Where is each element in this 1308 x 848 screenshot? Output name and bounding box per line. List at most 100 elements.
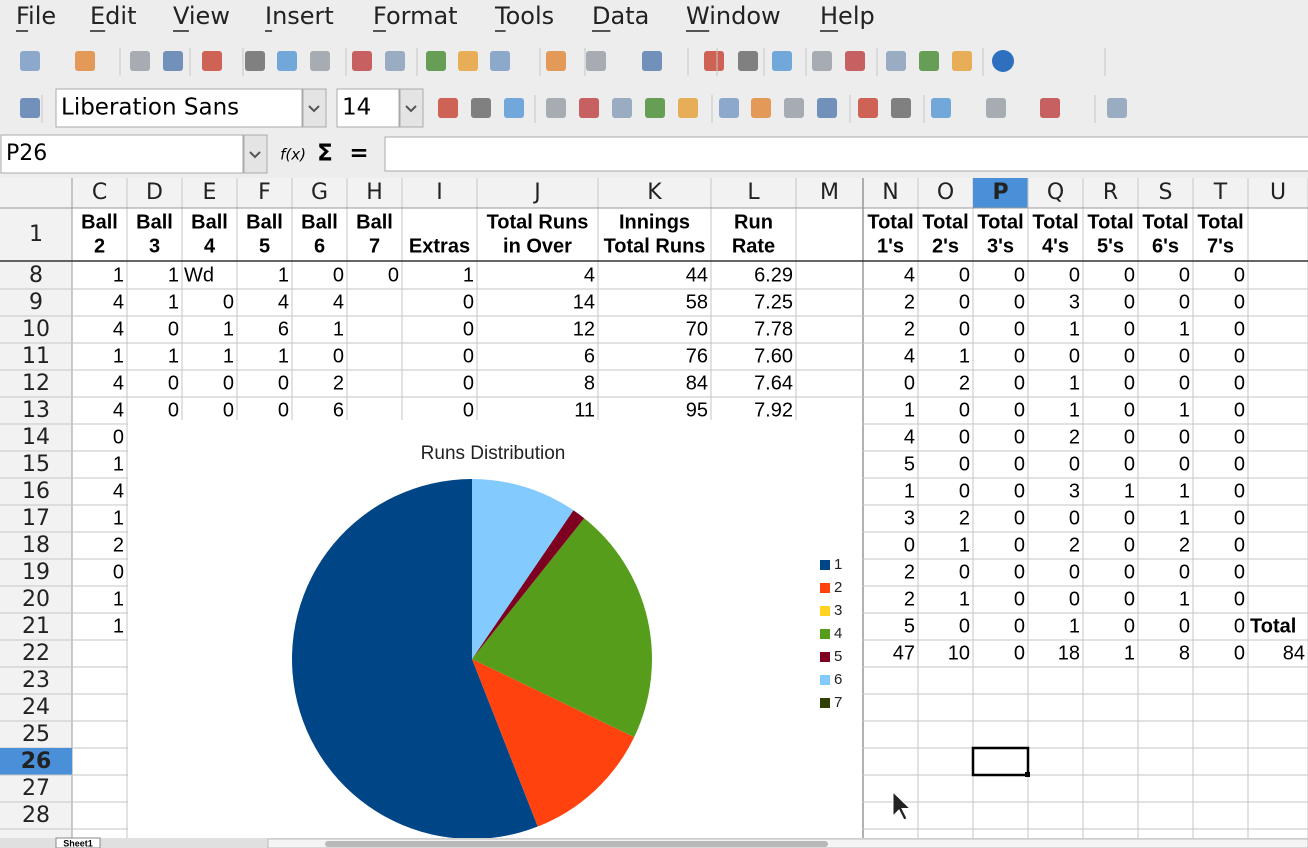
row-header[interactable]: 25 — [22, 722, 50, 747]
formula-input[interactable] — [384, 136, 1308, 172]
toolbar-button[interactable] — [812, 51, 832, 71]
toolbar-button[interactable] — [130, 51, 150, 71]
toolbar-button[interactable] — [952, 51, 972, 71]
menu-item[interactable]: View — [173, 2, 230, 30]
column-header[interactable]: K — [647, 180, 662, 205]
column-header[interactable]: H — [366, 180, 383, 205]
menu-item[interactable]: Tools — [494, 2, 554, 30]
help-button[interactable] — [992, 50, 1014, 72]
row-header[interactable]: 23 — [22, 668, 50, 693]
row-header[interactable]: 9 — [29, 290, 43, 315]
toolbar-button[interactable] — [817, 98, 837, 118]
toolbar-button[interactable] — [1107, 98, 1127, 118]
toolbar-button[interactable] — [245, 51, 265, 71]
toolbar-button[interactable] — [20, 51, 40, 71]
menu-item[interactable]: Format — [373, 2, 458, 30]
row-header[interactable]: 22 — [22, 641, 50, 666]
toolbar-button[interactable] — [546, 51, 566, 71]
toolbar-button[interactable] — [858, 98, 878, 118]
toolbar-button[interactable] — [642, 51, 662, 71]
font-size-dropdown[interactable] — [399, 88, 424, 128]
toolbar-button[interactable] — [751, 98, 771, 118]
column-header[interactable]: D — [146, 180, 163, 205]
toolbar-button[interactable] — [277, 51, 297, 71]
column-header[interactable]: S — [1159, 180, 1173, 205]
column-header[interactable]: F — [258, 180, 271, 205]
toolbar-button[interactable] — [202, 51, 222, 71]
toolbar-button[interactable] — [352, 51, 372, 71]
toolbar-button[interactable] — [886, 51, 906, 71]
row-header[interactable]: 1 — [29, 222, 43, 247]
toolbar-button[interactable] — [645, 98, 665, 118]
row-header[interactable]: 16 — [22, 479, 50, 504]
toolbar-button[interactable] — [458, 51, 478, 71]
name-box-dropdown[interactable] — [243, 134, 268, 174]
toolbar-button[interactable] — [845, 51, 865, 71]
row-header[interactable]: 11 — [22, 344, 50, 369]
menu-item[interactable]: Insert — [265, 2, 334, 30]
column-header[interactable]: M — [820, 180, 839, 205]
toolbar-button[interactable] — [75, 51, 95, 71]
toolbar-button[interactable] — [719, 98, 739, 118]
toolbar-button[interactable] — [579, 98, 599, 118]
column-header[interactable]: T — [1213, 180, 1228, 205]
toolbar-button[interactable] — [738, 51, 758, 71]
column-header[interactable]: G — [311, 180, 328, 205]
toolbar-button[interactable] — [772, 51, 792, 71]
row-header[interactable]: 26 — [21, 749, 52, 774]
column-header[interactable]: U — [1270, 180, 1286, 205]
column-header[interactable]: J — [532, 180, 541, 205]
row-header[interactable]: 24 — [22, 695, 50, 720]
column-header[interactable]: O — [937, 180, 954, 205]
cell-cursor[interactable] — [971, 746, 1030, 777]
toolbar-button[interactable] — [471, 98, 491, 118]
row-header[interactable]: 19 — [22, 560, 50, 585]
menu-item[interactable]: File — [16, 2, 56, 30]
row-header[interactable]: 20 — [22, 587, 50, 612]
row-header[interactable]: 21 — [22, 614, 50, 639]
column-header[interactable]: Q — [1047, 180, 1064, 205]
row-header[interactable]: 28 — [22, 803, 50, 828]
toolbar-button[interactable] — [438, 98, 458, 118]
column-header[interactable]: C — [92, 180, 107, 205]
row-header[interactable]: 10 — [22, 317, 50, 342]
row-header[interactable]: 17 — [22, 506, 50, 531]
toolbar-button[interactable] — [385, 51, 405, 71]
toolbar-button[interactable] — [704, 51, 724, 71]
column-header[interactable]: E — [203, 180, 217, 205]
row-header[interactable]: 15 — [22, 452, 50, 477]
toolbar-button[interactable] — [20, 98, 40, 118]
toolbar-button[interactable] — [426, 51, 446, 71]
toolbar-button[interactable] — [546, 98, 566, 118]
toolbar-button[interactable] — [678, 98, 698, 118]
row-header[interactable]: 8 — [29, 263, 43, 288]
toolbar-button[interactable] — [586, 51, 606, 71]
name-box[interactable] — [0, 134, 244, 174]
column-header[interactable]: L — [747, 180, 760, 205]
toolbar-button[interactable] — [163, 51, 183, 71]
column-header[interactable]: N — [882, 180, 898, 205]
toolbar-button[interactable] — [1040, 98, 1060, 118]
menu-item[interactable]: Help — [820, 2, 875, 30]
toolbar-button[interactable] — [310, 51, 330, 71]
font-name-box[interactable] — [55, 88, 303, 128]
font-name-dropdown[interactable] — [302, 88, 327, 128]
menu-item[interactable]: Data — [592, 2, 649, 30]
row-header[interactable]: 13 — [22, 398, 50, 423]
column-header[interactable]: P — [992, 180, 1008, 205]
column-header[interactable]: I — [436, 180, 443, 205]
menu-item[interactable]: Window — [686, 2, 781, 30]
sum-button[interactable]: Σ — [317, 141, 333, 167]
toolbar-button[interactable] — [490, 51, 510, 71]
toolbar-button[interactable] — [612, 98, 632, 118]
row-header[interactable]: 12 — [22, 371, 50, 396]
column-header[interactable]: R — [1103, 180, 1118, 205]
toolbar-button[interactable] — [891, 98, 911, 118]
font-size-box[interactable] — [336, 88, 400, 128]
toolbar-button[interactable] — [919, 51, 939, 71]
toolbar-button[interactable] — [931, 98, 951, 118]
formula-button[interactable]: = — [349, 141, 368, 167]
toolbar-button[interactable] — [986, 98, 1006, 118]
scroll-thumb[interactable] — [325, 841, 828, 847]
function-wizard[interactable]: f(x) — [280, 146, 306, 164]
